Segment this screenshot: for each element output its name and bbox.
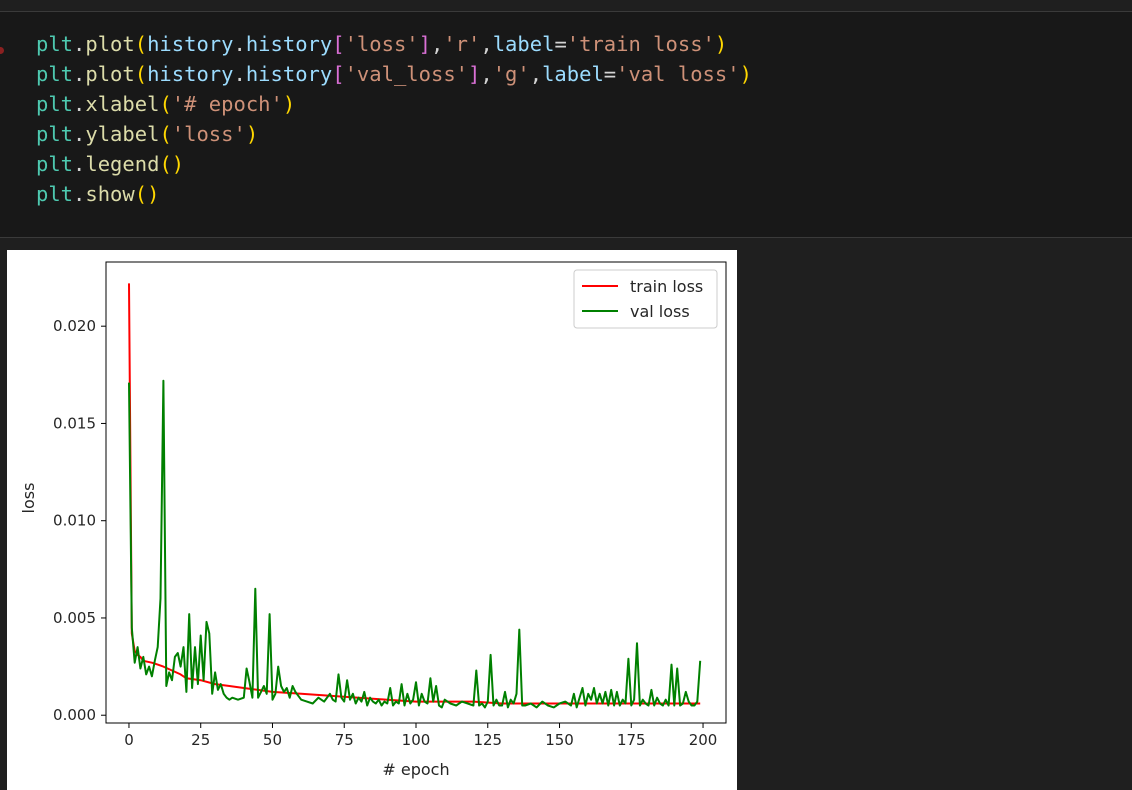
x-axis-label: # epoch [382,760,449,779]
top-divider [0,11,1132,12]
x-tick-label: 125 [473,731,502,749]
code-token: ( [134,32,148,56]
code-token: legend [85,152,160,176]
code-token: ( [134,62,148,86]
code-token: , [480,62,493,86]
code-token: history [147,62,234,86]
code-token: . [73,92,86,116]
code-token: . [73,182,86,206]
val-loss-line [128,379,702,709]
legend: train loss val loss [573,269,718,329]
code-token: 'val loss' [616,62,740,86]
code-token: . [73,122,86,146]
code-token: show [85,182,135,206]
train-loss-line [128,283,701,705]
x-tick-label: 50 [263,731,282,749]
legend-label: train loss [630,277,703,296]
y-tick-label: 0.000 [53,706,96,724]
code-token: 'loss' [344,32,419,56]
x-tick-label: 200 [689,731,718,749]
plot-frame [105,261,727,724]
code-token: ( [159,122,172,146]
code-token: . [73,62,86,86]
code-line[interactable]: plt.plot(history.history['val_loss'],'g'… [36,59,752,89]
code-line[interactable]: plt.xlabel('# epoch') [36,89,752,119]
code-token: = [603,62,617,86]
code-line[interactable]: plt.ylabel('loss') [36,119,752,149]
x-tick-label: 25 [191,731,210,749]
y-tick-label: 0.020 [53,317,96,335]
code-token: plot [85,62,135,86]
code-token: ylabel [85,122,160,146]
x-tick-label: 0 [124,731,134,749]
y-axis-label: loss [19,483,38,514]
code-token: ) [245,122,259,146]
code-cell[interactable]: plt.plot(history.history['loss'],'r',lab… [0,12,1132,238]
x-tick-label: 75 [335,731,354,749]
code-token: [ [332,32,345,56]
code-line[interactable]: plt.legend() [36,149,752,179]
code-token: , [480,32,493,56]
code-token: ] [418,32,431,56]
code-token: 'loss' [171,122,246,146]
code-line[interactable]: plt.show() [36,179,752,209]
cell-output: 0 25 50 75 100 125 150 175 200 0.000 0.005 0.010 0.0… [7,250,737,790]
code-token: ] [468,62,481,86]
code-token: = [554,32,567,56]
breakpoint-dot-icon[interactable] [0,47,4,54]
code-token: label [542,62,604,86]
code-token: () [134,182,160,206]
code-token: . [73,152,86,176]
y-tick-label: 0.010 [53,512,96,530]
code-token: , [431,32,444,56]
code-token: history [245,32,333,56]
x-tick-label: 150 [545,731,574,749]
code-token: history [147,32,234,56]
x-tick-label: 175 [617,731,646,749]
code-token: plt [36,92,74,116]
code-token: ) [714,32,728,56]
y-tick-label: 0.015 [53,414,96,432]
code-token: xlabel [85,92,160,116]
code-token: ( [159,92,172,116]
code-token: () [159,152,185,176]
code-token: ) [739,62,752,86]
code-token: [ [332,62,345,86]
code-token: ) [282,92,296,116]
code-token: history [245,62,333,86]
code-token: 'train loss' [566,32,715,56]
code-token: plot [85,32,135,56]
code-editor[interactable]: plt.plot(history.history['loss'],'r',lab… [36,29,752,209]
legend-frame [573,269,718,329]
code-token: 'val_loss' [344,62,469,86]
loss-chart: 0 25 50 75 100 125 150 175 200 0.000 0.005 0.010 0.0… [19,261,727,779]
code-line[interactable]: plt.plot(history.history['loss'],'r',lab… [36,29,752,59]
legend-label: val loss [630,302,690,321]
code-token: '# epoch' [171,92,283,116]
code-token: , [529,62,543,86]
code-token: plt [36,152,74,176]
x-tick-label: 100 [402,731,431,749]
y-tick-label: 0.005 [53,609,96,627]
code-token: 'r' [443,32,481,56]
code-token: plt [36,62,74,86]
code-token: . [233,32,246,56]
code-token: plt [36,122,74,146]
code-token: label [492,32,555,56]
code-token: plt [36,32,74,56]
code-token: 'g' [492,62,530,86]
code-token: . [73,32,86,56]
code-token: . [233,62,246,86]
code-token: plt [36,182,74,206]
